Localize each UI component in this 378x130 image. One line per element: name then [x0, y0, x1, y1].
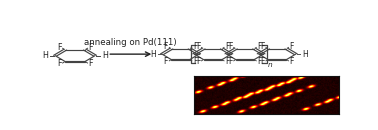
Text: H: H — [302, 50, 308, 59]
Text: F: F — [164, 57, 168, 66]
Text: F: F — [228, 42, 232, 51]
Text: F: F — [193, 42, 197, 51]
Text: F: F — [57, 43, 62, 52]
Text: F: F — [57, 59, 62, 68]
Text: F: F — [164, 42, 168, 51]
Text: H: H — [150, 50, 156, 59]
Text: F: F — [193, 57, 197, 66]
Text: F: F — [260, 42, 265, 51]
Text: F: F — [257, 57, 262, 66]
Text: F: F — [290, 42, 294, 51]
Text: H: H — [42, 51, 48, 60]
Text: (n = 2-6): (n = 2-6) — [210, 91, 248, 100]
Text: F: F — [225, 42, 229, 51]
Text: F: F — [89, 43, 93, 52]
Text: F: F — [290, 57, 294, 66]
Text: F: F — [196, 42, 200, 51]
Text: H: H — [102, 51, 108, 60]
Text: annealing on Pd(111): annealing on Pd(111) — [84, 38, 177, 47]
Text: n: n — [268, 62, 273, 68]
Text: F: F — [225, 57, 229, 66]
Text: F: F — [196, 57, 200, 66]
Text: F: F — [228, 57, 232, 66]
Text: F: F — [257, 42, 262, 51]
Text: F: F — [260, 57, 265, 66]
Text: F: F — [89, 59, 93, 68]
